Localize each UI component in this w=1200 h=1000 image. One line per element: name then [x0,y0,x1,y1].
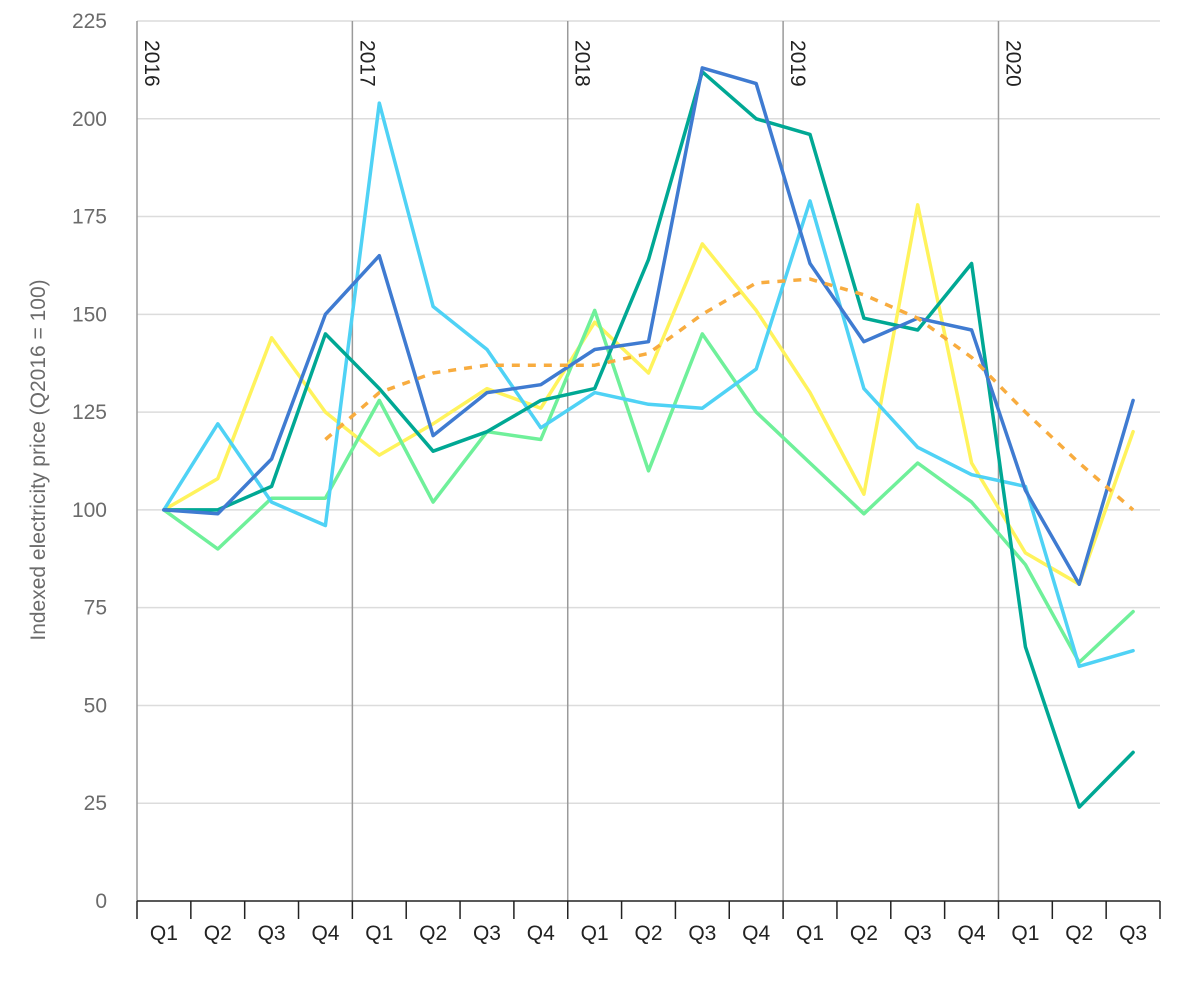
x-tick-label: Q4 [527,922,555,945]
x-tick-label: Q4 [742,922,770,945]
y-tick-label: 150 [72,303,107,326]
y-tick-label: 25 [84,792,107,815]
x-tick-label: Q2 [204,922,232,945]
y-tick-label: 200 [72,108,107,131]
y-tick-label: 100 [72,499,107,522]
y-axis-label: Indexed electricity price (Q2016 = 100) [27,279,50,640]
x-tick-label: Q1 [796,922,824,945]
year-label: 2017 [355,40,378,87]
x-tick-label: Q3 [1119,922,1147,945]
x-tick-label: Q3 [904,922,932,945]
year-label: 2016 [140,40,163,87]
y-tick-label: 50 [84,694,107,717]
x-tick-label: Q2 [850,922,878,945]
x-tick-label: Q2 [1065,922,1093,945]
y-tick-label: 225 [72,10,107,33]
series-line-2 [162,308,1135,665]
year-label: 2019 [786,40,809,87]
series-line-4 [162,70,1135,809]
year-label: 2020 [1001,40,1024,87]
x-tick-label: Q2 [634,922,662,945]
series-lines [162,66,1135,809]
x-tick-label: Q4 [311,922,339,945]
y-tick-label: 0 [95,890,107,913]
x-tick-label: Q4 [958,922,986,945]
axes: 0 25 50 75 100 125 150 175 200 225 Q1 Q2 Q3 Q4 Q1 Q2 Q3 Q… [72,10,1161,945]
y-tick-label: 125 [72,401,107,424]
series-line-1 [162,203,1135,586]
x-tick-label: Q1 [1011,922,1039,945]
x-tick-label: Q1 [365,922,393,945]
series-line-3 [162,101,1135,669]
series-line-5 [162,66,1135,586]
x-tick-label: Q1 [581,922,609,945]
x-tick-label: Q2 [419,922,447,945]
gridlines [137,20,1160,804]
x-tick-label: Q3 [258,922,286,945]
x-tick-label: Q1 [150,922,178,945]
y-tick-label: 75 [84,597,107,620]
x-tick-label: Q3 [688,922,716,945]
year-label: 2018 [571,40,594,87]
x-tick-label: Q3 [473,922,501,945]
y-tick-label: 175 [72,206,107,229]
